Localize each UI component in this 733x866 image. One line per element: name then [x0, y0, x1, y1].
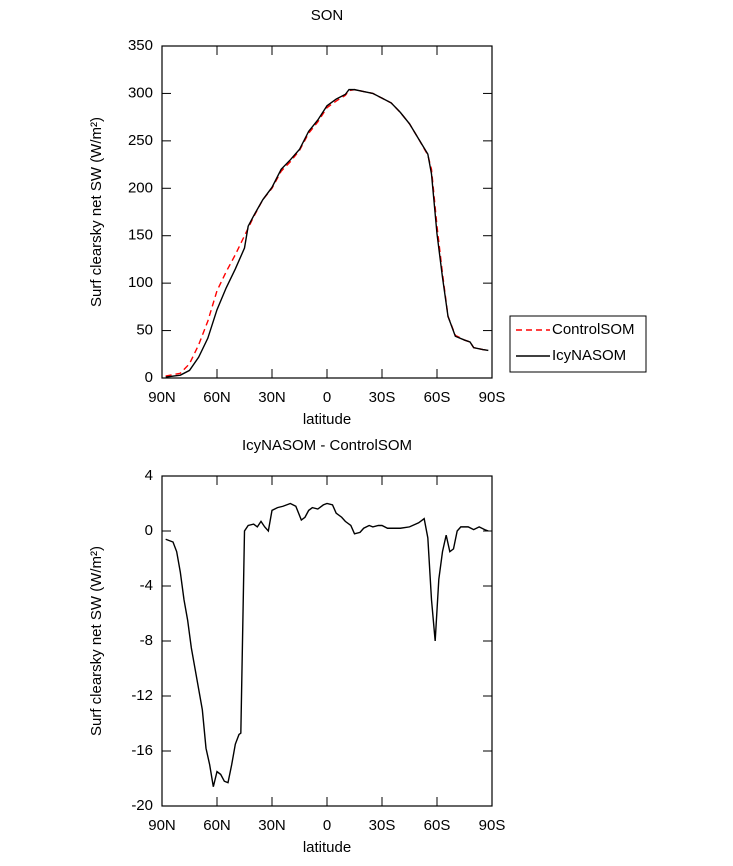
- y-tick-label: 300: [128, 84, 153, 101]
- x-tick-label: 0: [323, 389, 331, 406]
- y-tick-label: 350: [128, 37, 153, 54]
- x-tick-label: 90S: [479, 389, 506, 406]
- legend-box: [509, 315, 647, 373]
- y-tick-label: 100: [128, 274, 153, 291]
- y-axis-label: Surf clearsky net SW (W/m²): [88, 546, 105, 736]
- y-tick-label: 4: [145, 467, 153, 484]
- data-line: [165, 88, 489, 378]
- x-tick-label: 30S: [369, 389, 396, 406]
- y-axis-label: Surf clearsky net SW (W/m²): [88, 117, 105, 307]
- y-tick-label: 50: [136, 322, 153, 339]
- x-axis-label: latitude: [303, 839, 351, 856]
- y-tick-label: -12: [131, 687, 153, 704]
- x-tick-label: 0: [323, 817, 331, 834]
- y-tick-label: -4: [140, 577, 153, 594]
- x-tick-label: 30S: [369, 817, 396, 834]
- data-line: [165, 502, 489, 787]
- y-tick-label: 0: [145, 369, 153, 386]
- x-tick-label: 90N: [148, 389, 176, 406]
- x-tick-label: 60N: [203, 817, 231, 834]
- x-tick-label: 30N: [258, 389, 286, 406]
- y-tick-label: -20: [131, 797, 153, 814]
- x-tick-label: 60N: [203, 389, 231, 406]
- y-tick-label: 250: [128, 132, 153, 149]
- x-tick-label: 60S: [424, 389, 451, 406]
- x-tick-label: 90S: [479, 817, 506, 834]
- x-tick-label: 60S: [424, 817, 451, 834]
- y-tick-label: 200: [128, 179, 153, 196]
- y-tick-label: -16: [131, 742, 153, 759]
- chart-title: IcyNASOM - ControlSOM: [242, 437, 412, 454]
- plot-frame: [161, 475, 493, 807]
- y-tick-label: -8: [140, 632, 153, 649]
- data-line: [165, 88, 489, 377]
- plot-frame: [161, 45, 493, 379]
- y-tick-label: 150: [128, 227, 153, 244]
- x-tick-label: 90N: [148, 817, 176, 834]
- legend-label: IcyNASOM: [552, 347, 626, 364]
- y-tick-label: 0: [145, 522, 153, 539]
- x-tick-label: 30N: [258, 817, 286, 834]
- chart-title: SON: [311, 7, 344, 24]
- legend-label: ControlSOM: [552, 321, 635, 338]
- x-axis-label: latitude: [303, 411, 351, 428]
